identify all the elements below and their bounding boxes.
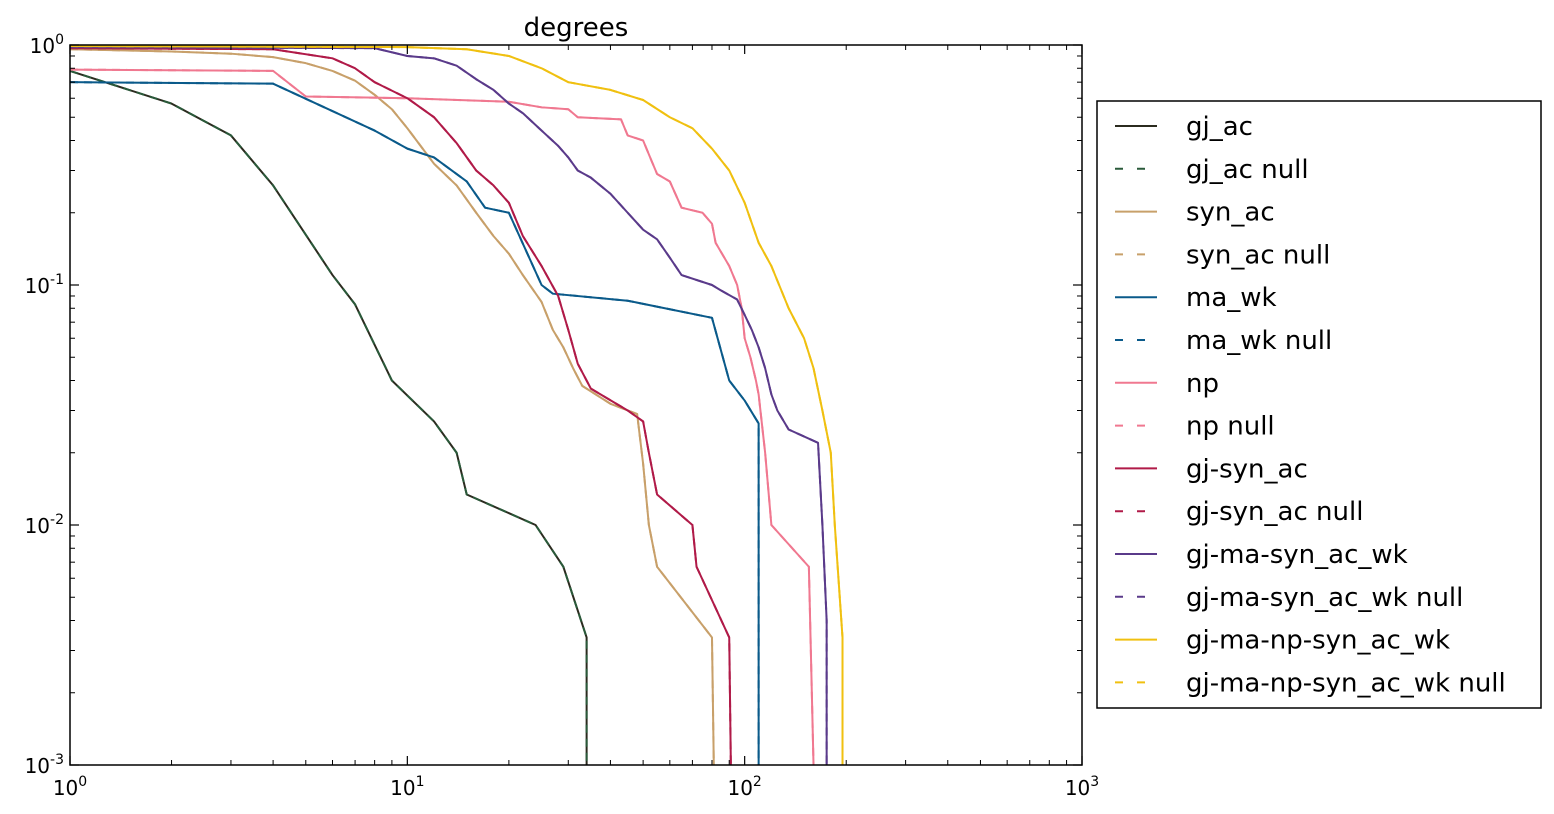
- x-tick-label: 102: [727, 774, 761, 800]
- tick-labels-group: 100 101 102 103 100 10-1 10-2 10-3: [25, 32, 1100, 800]
- minor-ticks-group: [70, 45, 1082, 765]
- plot-frame: [69, 44, 1083, 766]
- series-line-13: [69, 45, 844, 765]
- series-line-7: [69, 68, 815, 766]
- legend-label-3: syn_ac null: [1186, 240, 1330, 270]
- series-line-11: [69, 46, 828, 765]
- series-line-5: [69, 81, 760, 765]
- legend-label-6: np: [1186, 369, 1219, 399]
- series-line-4: [69, 81, 760, 765]
- series-line-9: [69, 47, 732, 766]
- legend-label-0: gj_ac: [1186, 112, 1253, 142]
- series-line-12: [69, 45, 844, 765]
- series-line-0: [69, 69, 588, 765]
- legend-label-9: gj-syn_ac null: [1186, 497, 1363, 527]
- legend-label-5: ma_wk null: [1186, 326, 1332, 356]
- y-tick-label: 100: [30, 32, 64, 58]
- y-tick-label: 10-1: [25, 272, 64, 298]
- legend-label-1: gj_ac null: [1186, 155, 1309, 185]
- legend-label-10: gj-ma-syn_ac_wk: [1186, 540, 1408, 570]
- series-line-3: [69, 48, 715, 766]
- y-tick-label: 10-3: [25, 752, 64, 778]
- legend-label-4: ma_wk: [1186, 283, 1277, 313]
- major-ticks-group: [69, 44, 1083, 766]
- legend-label-12: gj-ma-np-syn_ac_wk: [1186, 626, 1450, 656]
- legend-label-7: np null: [1186, 412, 1275, 442]
- legend-box: [1096, 100, 1542, 709]
- chart-title: degrees: [524, 13, 629, 43]
- legend-label-2: syn_ac: [1186, 198, 1275, 228]
- legend-label-8: gj-syn_ac: [1186, 454, 1308, 484]
- legend-label-11: gj-ma-syn_ac_wk null: [1186, 583, 1463, 613]
- series-line-6: [69, 68, 815, 766]
- series-line-8: [69, 47, 732, 766]
- y-tick-label: 10-2: [25, 512, 64, 538]
- plot-series-group: [69, 45, 844, 766]
- series-line-1: [69, 69, 588, 765]
- legend-entries-group: gj_ac gj_ac null syn_ac syn_ac null ma_wk ma_…: [1115, 112, 1506, 698]
- x-tick-label: 103: [1065, 774, 1099, 800]
- x-tick-label: 100: [53, 774, 87, 800]
- legend-label-13: gj-ma-np-syn_ac_wk null: [1186, 668, 1506, 698]
- x-tick-label: 101: [390, 774, 424, 800]
